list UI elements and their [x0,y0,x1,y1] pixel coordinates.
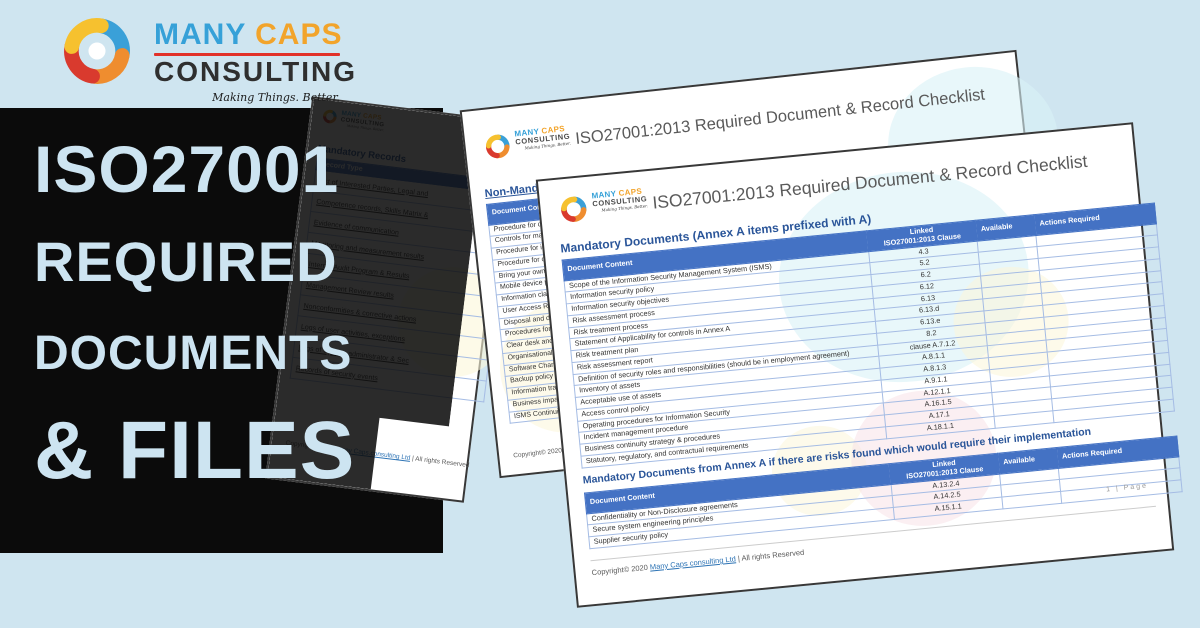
brand-tagline: Making Things. Better. [212,91,340,104]
doc-brand: MANY CAPS CONSULTING Making Things. Bett… [482,124,572,162]
headline: ISO27001 REQUIRED DOCUMENTS & FILES [0,108,443,553]
headline-line-2: REQUIRED [34,230,338,293]
brand-word-caps: CAPS [255,18,343,51]
document-page-records: MANY CAPS CONSULTING Making Things. Bett… [265,96,515,503]
copyright: Copyright© 2020 Many Caps consulting Ltd… [591,548,804,577]
brand-wordmark: MANY CAPS CONSULTING Making Things. Bett… [154,12,357,104]
headline-line-4: & FILES [34,405,356,496]
brand-word-consulting: CONSULTING [154,56,358,87]
copyright-text: | All rights Reserved [735,547,805,564]
headline-line-3: DOCUMENTS [34,327,353,380]
many-caps-logo-icon [485,134,510,159]
brand-word-many: MANY [154,18,246,51]
brand-name: MANY CAPS [154,20,357,50]
document-page-non-mandatory: MANY CAPS CONSULTING Making Things. Bett… [459,49,1066,479]
many-caps-logo-icon [64,18,130,84]
copyright-text: Copyright© 2020 [591,562,651,578]
headline-line-1: ISO27001 [34,132,340,206]
doc-brand: MANY CAPS CONSULTING Making Things. Bett… [557,187,648,225]
many-caps-logo-icon [561,196,587,222]
document-page-mandatory: MANY CAPS CONSULTING Making Things. Bett… [535,122,1183,608]
copyright-link[interactable]: Many Caps consulting Ltd [649,554,737,572]
brand-rule [154,53,340,56]
brand-logo: MANY CAPS CONSULTING Making Things. Bett… [58,12,357,104]
